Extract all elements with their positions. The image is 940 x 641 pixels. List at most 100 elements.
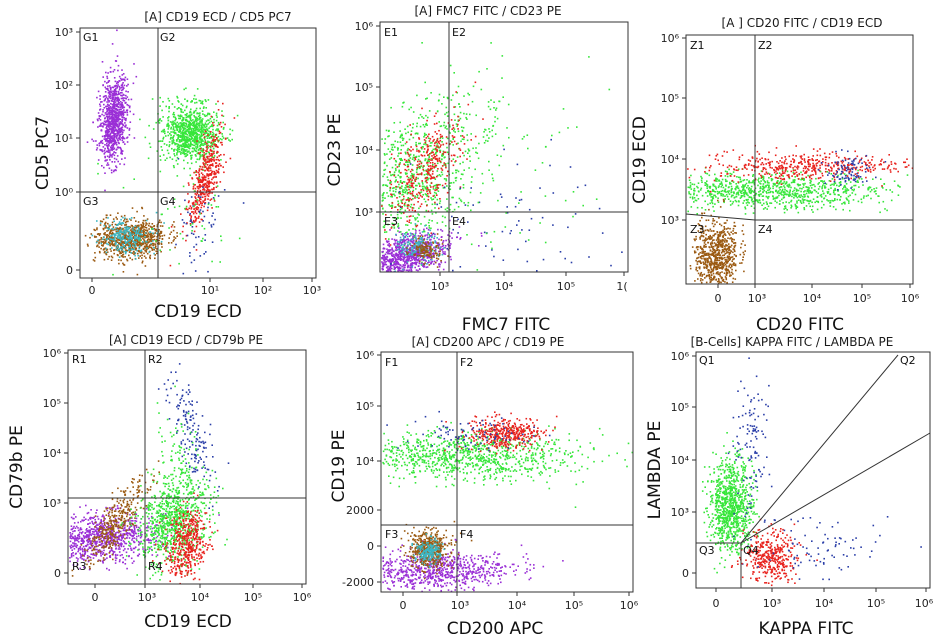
event-dot [203,154,206,156]
event-dot [175,132,177,134]
event-dot [158,243,160,245]
event-dot [409,206,412,208]
event-dot [455,160,457,162]
event-dot [118,142,120,145]
event-dot [104,117,106,120]
event-dot [421,116,423,118]
event-dot [185,133,187,135]
event-dot [160,250,162,253]
event-dot [103,232,105,235]
event-dot [181,125,183,128]
event-dot [215,134,217,136]
event-dot [449,182,451,184]
event-dot [428,140,431,142]
event-dot [109,132,112,135]
event-dot [432,151,434,154]
event-dot [406,256,408,258]
event-dot [177,134,180,136]
event-dot [111,140,113,143]
event-dot [395,260,397,262]
event-dot [199,209,202,211]
event-dot [104,155,106,158]
event-dot [131,237,133,239]
event-dot [454,106,457,108]
event-dot [196,208,199,211]
event-dot [474,135,477,138]
event-dot [208,112,211,115]
event-dot [104,97,107,100]
event-dot [121,150,124,152]
event-dot [426,204,428,207]
event-dot [435,164,438,167]
event-dot [214,194,216,197]
event-dot [113,92,115,94]
event-dot [107,123,110,126]
event-dot [114,127,116,129]
event-dot [211,124,213,126]
event-dot [110,94,112,96]
event-dot [170,131,172,133]
event-dot [195,207,197,209]
event-dot [189,212,191,215]
event-dot [193,201,195,204]
event-dot [210,173,212,176]
event-dot [97,159,100,161]
event-dot [186,149,188,151]
event-dot [416,252,418,254]
event-dot [211,207,213,209]
event-dot [179,144,181,147]
event-dot [453,113,456,116]
event-dot [440,228,442,231]
event-dot [111,238,113,241]
event-dot [199,107,201,110]
event-dot [442,153,444,155]
event-dot [443,124,445,127]
event-dot [207,174,210,176]
event-dot [387,148,390,150]
event-dot [118,114,120,117]
event-dot [109,88,112,90]
event-dot [109,134,111,136]
event-dot [135,231,138,233]
event-dot [161,140,163,142]
event-dot [109,137,112,139]
event-dot [397,200,399,203]
event-dot [206,137,209,139]
event-dot [401,134,403,137]
event-dot [107,128,110,131]
event-dot [212,133,215,135]
event-dot [167,134,170,137]
event-dot [98,250,101,253]
event-dot [187,136,189,138]
event-dot [172,127,175,130]
event-dot [103,242,105,245]
event-dot [408,229,410,231]
event-dot [109,149,111,152]
event-dot [215,145,217,148]
event-dot [122,112,124,114]
event-dot [113,102,115,105]
event-dot [424,177,427,180]
event-dot [386,248,388,250]
event-dot [180,144,182,147]
event-dot [118,132,120,134]
event-dot [172,123,175,125]
event-dot [121,126,124,128]
event-dot [117,106,120,108]
event-dot [397,147,399,150]
event-dot [172,165,175,167]
event-dot [125,234,128,237]
event-dot [213,198,216,201]
event-dot [445,179,448,182]
event-dot [199,156,201,158]
event-dot [167,152,170,155]
event-dot [167,125,170,127]
event-dot [141,260,144,263]
event-dot [115,242,117,245]
event-dot [424,193,427,195]
event-dot [92,121,94,124]
event-dot [107,234,110,237]
event-dot [206,148,208,150]
event-dot [212,122,214,124]
event-dot [177,130,180,133]
